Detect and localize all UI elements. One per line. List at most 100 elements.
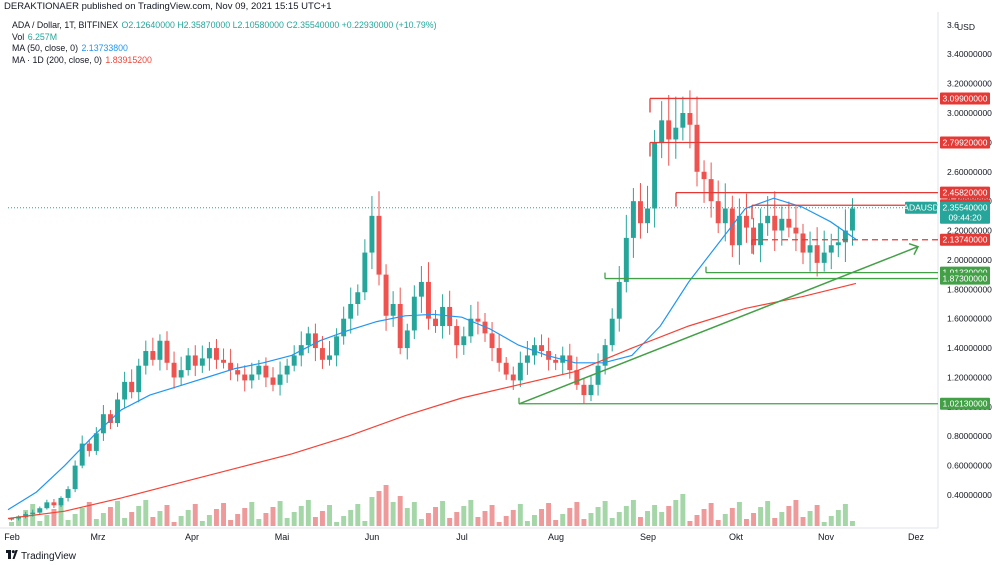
volume-bar: [546, 503, 552, 526]
candle-body: [765, 215, 771, 224]
volume-bar: [249, 502, 255, 526]
candle-body: [425, 281, 431, 319]
price-tick-label[interactable]: 0.60000000: [947, 461, 992, 471]
volume-bar: [362, 521, 368, 526]
volume-bar: [602, 501, 608, 526]
candle-body: [666, 120, 672, 140]
price-tick-label[interactable]: 1.20000000: [947, 372, 992, 382]
candle-body: [30, 512, 36, 515]
volume-bar: [468, 500, 474, 526]
price-tick-label[interactable]: 0.80000000: [947, 431, 992, 441]
time-tick-label[interactable]: Feb: [4, 532, 20, 542]
price-tick-label[interactable]: 1.40000000: [947, 343, 992, 353]
level-price-label: 1.02130000: [943, 399, 988, 409]
volume-bar: [100, 513, 106, 526]
price-tick-label[interactable]: 2.20000000: [947, 226, 992, 236]
volume-bar: [828, 516, 834, 526]
volume-bar: [680, 494, 686, 526]
candle-body: [503, 362, 509, 375]
candle-body: [164, 340, 170, 363]
volume-bar: [765, 501, 771, 526]
price-tick-label[interactable]: 0.40000000: [947, 490, 992, 500]
candle-body: [44, 502, 50, 509]
volume-bar: [185, 510, 191, 526]
volume-bar: [517, 504, 523, 526]
volume-bar: [235, 514, 241, 526]
volume-bar: [758, 507, 764, 526]
candle-body: [37, 508, 43, 513]
price-tick-label[interactable]: 1.60000000: [947, 314, 992, 324]
volume-bar: [842, 504, 848, 526]
volume-bar: [79, 508, 85, 526]
candle-body: [256, 365, 262, 375]
time-scale[interactable]: Feb Mrz Apr Mai Jun Jul Aug Sep Okt Nov Dez: [4, 532, 924, 542]
time-tick-label[interactable]: Apr: [185, 532, 199, 542]
price-tick-label[interactable]: 1.80000000: [947, 284, 992, 294]
level-price-label: 3.09900000: [943, 93, 988, 103]
candle-body: [779, 218, 785, 231]
time-tick-label[interactable]: Okt: [729, 532, 744, 542]
candle-body: [517, 362, 523, 381]
volume-bar: [849, 521, 855, 526]
price-tick-label[interactable]: 2.60000000: [947, 167, 992, 177]
moving-averages: [7, 197, 857, 520]
candle-body: [157, 340, 163, 360]
price-tick-label[interactable]: 2.00000000: [947, 255, 992, 265]
time-tick-label[interactable]: Nov: [818, 532, 835, 542]
volume-bar: [115, 501, 121, 526]
candle-body: [376, 215, 382, 275]
currency-label[interactable]: USD: [957, 22, 975, 32]
legend-vol-value: 6.257M: [27, 31, 58, 42]
price-tick-label[interactable]: 3.6: [947, 20, 959, 30]
price-tick-label[interactable]: 3.40000000: [947, 49, 992, 59]
candle-body: [383, 274, 389, 316]
time-tick-label[interactable]: Mai: [275, 532, 290, 542]
candle-body: [680, 113, 686, 128]
time-tick-label[interactable]: Jul: [456, 532, 468, 542]
candle-body: [433, 318, 439, 327]
candle-body: [390, 304, 396, 316]
legend-ma200-row: MA · 1D (200, close, 0) 1.83915200: [12, 55, 437, 67]
volume-bar: [136, 506, 142, 526]
time-tick-label[interactable]: Sep: [640, 532, 656, 542]
time-tick-label[interactable]: Mrz: [91, 532, 106, 542]
price-tick-label[interactable]: 3.20000000: [947, 79, 992, 89]
tradingview-branding[interactable]: TradingView: [6, 550, 76, 562]
volume-bar: [107, 507, 113, 526]
volume-bar: [616, 512, 622, 526]
volume-bar: [524, 521, 530, 526]
price-tick-label[interactable]: 3.00000000: [947, 108, 992, 118]
volume-bar: [701, 509, 707, 526]
candle-body: [835, 242, 841, 246]
volume-bar: [418, 519, 424, 526]
time-tick-label[interactable]: Dez: [908, 532, 925, 542]
candle-body: [221, 359, 227, 363]
price-scale[interactable]: 0.400000000.600000000.800000001.00000000…: [947, 20, 992, 500]
volume-bar: [298, 506, 304, 526]
candle-body: [630, 201, 636, 238]
time-tick-label[interactable]: Jun: [365, 532, 380, 542]
chart-legend: ADA / Dollar, 1T, BITFINEX O2.12640000 H…: [12, 20, 437, 66]
volume-bar: [16, 516, 22, 526]
tradingview-logo-icon: [6, 550, 18, 562]
time-tick-label[interactable]: Aug: [548, 532, 564, 542]
volume-bar: [645, 511, 651, 526]
level-price-tag: [940, 397, 990, 410]
volume-bar: [221, 503, 227, 526]
volume-bar: [58, 503, 64, 526]
volume-bar: [630, 500, 636, 526]
tradingview-logo-shape: [6, 550, 18, 559]
volume-bar: [539, 509, 545, 526]
legend-ma50-label: MA (50, close, 0): [12, 43, 79, 53]
candle-body: [107, 414, 113, 424]
volume-bar: [305, 500, 311, 526]
volume-bar: [242, 508, 248, 526]
candle-body: [143, 351, 149, 366]
candle-body: [694, 124, 700, 172]
volume-bar: [743, 519, 749, 526]
volume-bar: [44, 515, 50, 526]
candle-body: [828, 245, 834, 253]
volume-bar: [489, 505, 495, 526]
volume-bar: [376, 491, 382, 526]
